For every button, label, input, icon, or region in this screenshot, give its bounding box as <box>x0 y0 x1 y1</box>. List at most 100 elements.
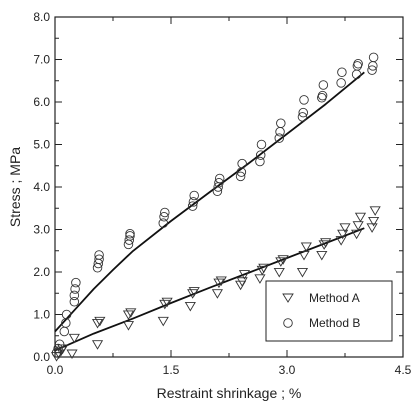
point-method-a-40 <box>352 221 364 231</box>
point-method-a-31 <box>298 250 310 261</box>
point-method-b-8 <box>70 284 80 294</box>
point-method-b-43 <box>336 78 346 88</box>
x-tick-label-3: 4.5 <box>395 363 412 377</box>
legend: Method A Method B <box>265 280 393 342</box>
point-method-b-21 <box>187 201 198 211</box>
point-method-b-27 <box>214 173 225 184</box>
point-method-b-31 <box>255 156 265 167</box>
point-method-b-17 <box>125 228 135 239</box>
point-method-b-23 <box>189 190 199 201</box>
y-tick-label-1: 1.0 <box>33 308 50 322</box>
x-tick-label-0: 0.0 <box>47 363 64 377</box>
point-method-b-5 <box>61 309 72 320</box>
point-method-b-50 <box>368 52 379 63</box>
point-method-a-22 <box>236 277 248 287</box>
y-tick-label-5: 5.0 <box>33 138 50 152</box>
point-method-b-42 <box>318 80 329 90</box>
point-method-b-30 <box>237 158 247 169</box>
point-method-a-32 <box>300 242 312 252</box>
legend-marker-method-b <box>283 318 293 328</box>
point-method-a-35 <box>320 238 332 248</box>
point-method-a-24 <box>254 274 266 284</box>
y-tick-label-3: 3.0 <box>33 223 50 237</box>
point-method-b-12 <box>94 254 104 264</box>
y-tick-label-2: 2.0 <box>33 265 50 279</box>
point-method-b-37 <box>297 112 308 122</box>
point-method-b-2 <box>54 339 65 350</box>
point-method-a-23 <box>238 270 251 280</box>
point-method-b-15 <box>124 235 134 245</box>
point-method-a-6 <box>91 340 104 350</box>
point-method-a-29 <box>277 255 289 265</box>
point-method-a-19 <box>213 278 225 289</box>
y-axis-title: Stress ; MPa <box>7 147 23 227</box>
point-method-a-26 <box>258 263 270 274</box>
point-method-b-1 <box>53 343 63 354</box>
point-method-b-9 <box>71 277 81 288</box>
point-method-b-32 <box>255 150 266 160</box>
y-tick-label-6: 6.0 <box>33 95 50 109</box>
point-method-b-18 <box>158 218 169 228</box>
fit-line-method-a <box>54 227 365 352</box>
y-tick-label-4: 4.0 <box>33 180 50 194</box>
point-method-a-17 <box>188 287 200 297</box>
point-method-a-3 <box>57 344 69 354</box>
point-method-a-4 <box>66 349 78 360</box>
point-method-a-11 <box>125 308 137 318</box>
point-method-b-19 <box>159 211 169 222</box>
point-method-b-26 <box>214 177 224 188</box>
point-method-b-28 <box>235 171 246 182</box>
axis-ticks: 0.0 1.5 3.0 4.5 0.0 1.0 2.0 3.0 4.0 5.0 6.0 7.0 8.0 <box>33 10 411 377</box>
point-method-a-10 <box>122 310 135 320</box>
point-method-a-42 <box>366 223 378 233</box>
point-method-a-41 <box>354 212 367 223</box>
point-method-b-48 <box>367 65 377 75</box>
point-method-a-33 <box>316 250 328 261</box>
legend-label-method-a: Method A <box>309 291 360 305</box>
point-method-b-0 <box>51 348 62 358</box>
fit-lines <box>54 71 365 352</box>
point-method-a-38 <box>339 223 351 233</box>
point-method-a-12 <box>157 316 169 327</box>
point-method-b-33 <box>256 139 267 150</box>
point-method-b-7 <box>69 290 80 301</box>
point-method-b-16 <box>125 231 135 241</box>
point-method-a-37 <box>337 229 349 240</box>
point-method-b-34 <box>274 133 285 143</box>
point-method-b-44 <box>337 67 347 77</box>
point-method-b-36 <box>276 118 286 128</box>
point-method-a-15 <box>184 301 196 312</box>
legend-box <box>265 280 393 342</box>
x-tick-label-2: 3.0 <box>279 363 296 377</box>
y-tick-label-7: 7.0 <box>33 53 50 67</box>
point-method-a-13 <box>159 299 171 310</box>
point-method-a-44 <box>369 206 381 216</box>
point-method-b-13 <box>94 250 104 260</box>
point-method-a-1 <box>53 349 65 360</box>
point-method-b-38 <box>298 107 308 118</box>
x-axis-title: Restraint shrinkage ; % <box>157 385 302 401</box>
point-method-a-7 <box>91 318 104 329</box>
point-method-a-9 <box>122 321 135 331</box>
point-method-a-8 <box>94 316 106 327</box>
legend-marker-method-a <box>282 293 294 303</box>
point-method-a-43 <box>368 216 380 227</box>
point-method-b-22 <box>188 197 199 207</box>
y-tick-label-0: 0.0 <box>33 350 50 364</box>
y-tick-label-8: 8.0 <box>33 10 50 24</box>
point-method-b-35 <box>275 126 285 137</box>
point-method-a-20 <box>215 276 227 286</box>
point-method-b-3 <box>59 326 70 337</box>
legend-label-method-b: Method B <box>309 316 360 330</box>
point-method-a-14 <box>161 297 173 308</box>
point-method-a-5 <box>68 333 80 344</box>
point-method-b-45 <box>351 69 362 80</box>
data-points <box>50 52 381 362</box>
point-method-b-47 <box>353 59 363 69</box>
x-tick-label-1: 1.5 <box>163 363 180 377</box>
point-method-b-39 <box>299 95 309 105</box>
point-method-a-28 <box>275 257 287 267</box>
point-method-b-20 <box>160 207 170 218</box>
point-method-a-30 <box>296 267 309 278</box>
